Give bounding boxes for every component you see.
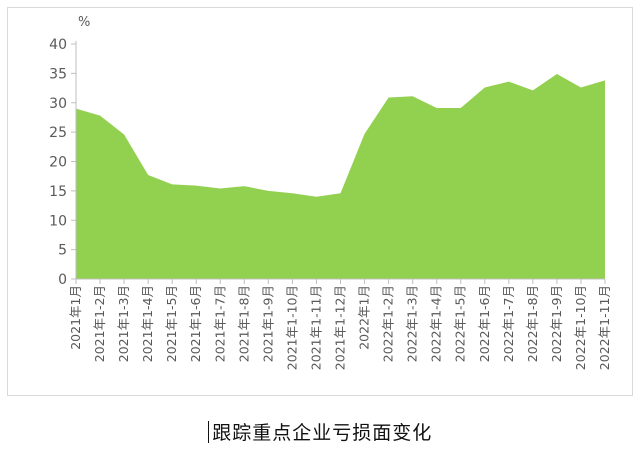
x-tick-label: 2022年1月 bbox=[357, 285, 372, 350]
y-tick-label: 40 bbox=[49, 37, 67, 53]
y-tick-label: 15 bbox=[49, 184, 67, 200]
x-tick-label: 2022年1-6月 bbox=[477, 285, 492, 362]
x-tick-label: 2021年1-7月 bbox=[212, 285, 227, 362]
y-tick-label: 5 bbox=[58, 243, 67, 259]
x-tick-label: 2021年1-6月 bbox=[188, 285, 203, 362]
x-tick-label: 2022年1-10月 bbox=[573, 285, 588, 370]
y-tick-label: 35 bbox=[49, 66, 67, 82]
x-tick-label: 2022年1-3月 bbox=[405, 285, 420, 362]
chart-caption: 跟踪重点企业亏损面变化 bbox=[0, 418, 640, 445]
y-tick-label: 25 bbox=[49, 125, 67, 141]
x-tick-label: 2022年1-2月 bbox=[381, 285, 396, 362]
x-tick-label: 2021年1-5月 bbox=[164, 285, 179, 362]
x-tick-label: 2021年1-8月 bbox=[236, 285, 251, 362]
x-tick-label: 2022年1-7月 bbox=[501, 285, 516, 362]
y-tick-label: 0 bbox=[58, 272, 67, 288]
caption-text: 跟踪重点企业亏损面变化 bbox=[212, 422, 433, 444]
y-tick-label: 20 bbox=[49, 155, 67, 171]
area-chart: 0 5 10 15 20 25 30 35 40% 2021年1月 2021年1-2月 2021年1-… bbox=[49, 15, 612, 370]
x-tick-label: 2022年1-4月 bbox=[429, 285, 444, 362]
x-tick-label: 2022年1-8月 bbox=[525, 285, 540, 362]
x-tick-label: 2021年1-11月 bbox=[308, 285, 323, 370]
y-tick-label: 10 bbox=[49, 213, 67, 229]
x-tick-label: 2021年1月 bbox=[68, 285, 83, 350]
x-tick-label: 2022年1-5月 bbox=[453, 285, 468, 362]
x-tick-label: 2021年1-12月 bbox=[333, 285, 348, 370]
caption-marker bbox=[207, 421, 210, 443]
area-series bbox=[76, 73, 605, 280]
x-tick-label: 2021年1-9月 bbox=[260, 285, 275, 362]
x-tick-label: 2021年1-4月 bbox=[140, 285, 155, 362]
x-tick-label: 2021年1-3月 bbox=[116, 285, 131, 362]
y-unit-label: % bbox=[78, 15, 90, 30]
x-tick-label: 2021年1-10月 bbox=[284, 285, 299, 370]
x-tick-label: 2021年1-2月 bbox=[92, 285, 107, 362]
x-tick-label: 2022年1-11月 bbox=[597, 285, 612, 370]
y-tick-label: 30 bbox=[49, 96, 67, 112]
x-tick-label: 2022年1-9月 bbox=[549, 285, 564, 362]
